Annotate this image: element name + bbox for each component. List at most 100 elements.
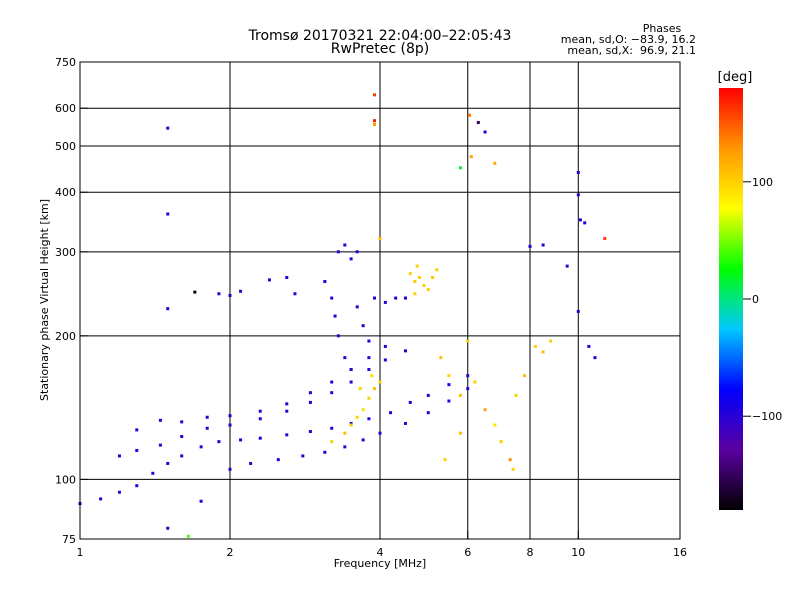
data-point [293, 292, 297, 296]
data-point [583, 221, 587, 225]
data-point [349, 421, 353, 425]
data-point [135, 484, 139, 488]
data-point [99, 497, 103, 501]
x-tick-label: 2 [227, 546, 234, 559]
y-tick-label: 75 [62, 533, 76, 546]
colorbar-tick-label: −100 [752, 410, 782, 423]
axis-ticks: 1 2 4 6 8 10 16 75 100 200 300 400 500 600 750 [55, 56, 687, 559]
data-point [373, 122, 377, 126]
data-point [565, 264, 569, 268]
data-point [476, 121, 480, 125]
data-point [158, 418, 162, 422]
data-point [458, 393, 462, 397]
data-point [383, 344, 387, 348]
data-point [166, 461, 170, 465]
data-point [508, 458, 512, 462]
data-point [603, 236, 607, 240]
data-point [468, 113, 472, 117]
data-point [117, 454, 121, 458]
data-point [193, 290, 197, 294]
data-point [373, 296, 377, 300]
data-point [408, 272, 412, 276]
data-point [443, 458, 447, 462]
data-point [217, 440, 221, 444]
x-tick-label: 6 [464, 546, 471, 559]
data-point [403, 296, 407, 300]
data-point [426, 288, 430, 292]
data-point [378, 431, 382, 435]
data-point [308, 400, 312, 404]
colorbar [719, 88, 743, 510]
data-point [151, 471, 155, 475]
data-point [469, 155, 473, 159]
data-point [330, 440, 334, 444]
data-point [576, 309, 580, 313]
data-point [447, 399, 451, 403]
data-point [367, 396, 371, 400]
data-point [285, 433, 289, 437]
data-point [349, 257, 353, 261]
data-point [205, 426, 209, 430]
x-tick-label: 1 [77, 546, 84, 559]
data-point [358, 387, 362, 391]
data-point [199, 499, 203, 503]
data-point [166, 212, 170, 216]
data-point [355, 415, 359, 419]
data-point [587, 344, 591, 348]
data-point [426, 411, 430, 415]
data-point [205, 415, 209, 419]
data-point [378, 380, 382, 384]
data-point [473, 380, 477, 384]
data-point [367, 417, 371, 421]
data-point [343, 243, 347, 247]
data-point [361, 438, 365, 442]
data-point [308, 430, 312, 434]
data-point [361, 324, 365, 328]
data-point [343, 445, 347, 449]
data-point [578, 218, 582, 222]
data-point [258, 436, 262, 440]
data-point [367, 367, 371, 371]
data-point [417, 276, 421, 280]
data-point [466, 387, 470, 391]
data-point [415, 264, 419, 268]
data-point [511, 467, 515, 471]
data-point [308, 391, 312, 395]
data-point [355, 305, 359, 309]
colorbar-title: [deg] [717, 70, 753, 85]
data-point [228, 423, 232, 427]
x-tick-label: 4 [377, 546, 384, 559]
data-point [383, 358, 387, 362]
data-point [370, 374, 374, 378]
data-point [166, 526, 170, 530]
data-point [403, 421, 407, 425]
data-point [228, 414, 232, 418]
data-point [166, 126, 170, 130]
data-point [447, 374, 451, 378]
data-point [533, 344, 537, 348]
data-point [367, 356, 371, 360]
data-point [336, 250, 340, 254]
data-point [435, 268, 439, 272]
x-tick-label: 10 [571, 546, 585, 559]
data-point [426, 393, 430, 397]
data-point [330, 380, 334, 384]
data-point [373, 93, 377, 97]
data-point [483, 408, 487, 412]
data-point [483, 130, 487, 134]
data-point [389, 411, 393, 415]
data-point [166, 307, 170, 311]
data-points [78, 93, 607, 538]
data-point [361, 408, 365, 412]
data-point [413, 279, 417, 283]
chart-subtitle: RwPretec (8p) [330, 41, 430, 57]
data-point [330, 426, 334, 430]
data-point [330, 391, 334, 395]
data-point [458, 431, 462, 435]
data-point [239, 438, 243, 442]
data-point [367, 339, 371, 343]
data-point [349, 380, 353, 384]
data-point [267, 278, 271, 282]
stats-o-mode: mean, sd,O: −83.9, 16.2 [560, 33, 696, 46]
